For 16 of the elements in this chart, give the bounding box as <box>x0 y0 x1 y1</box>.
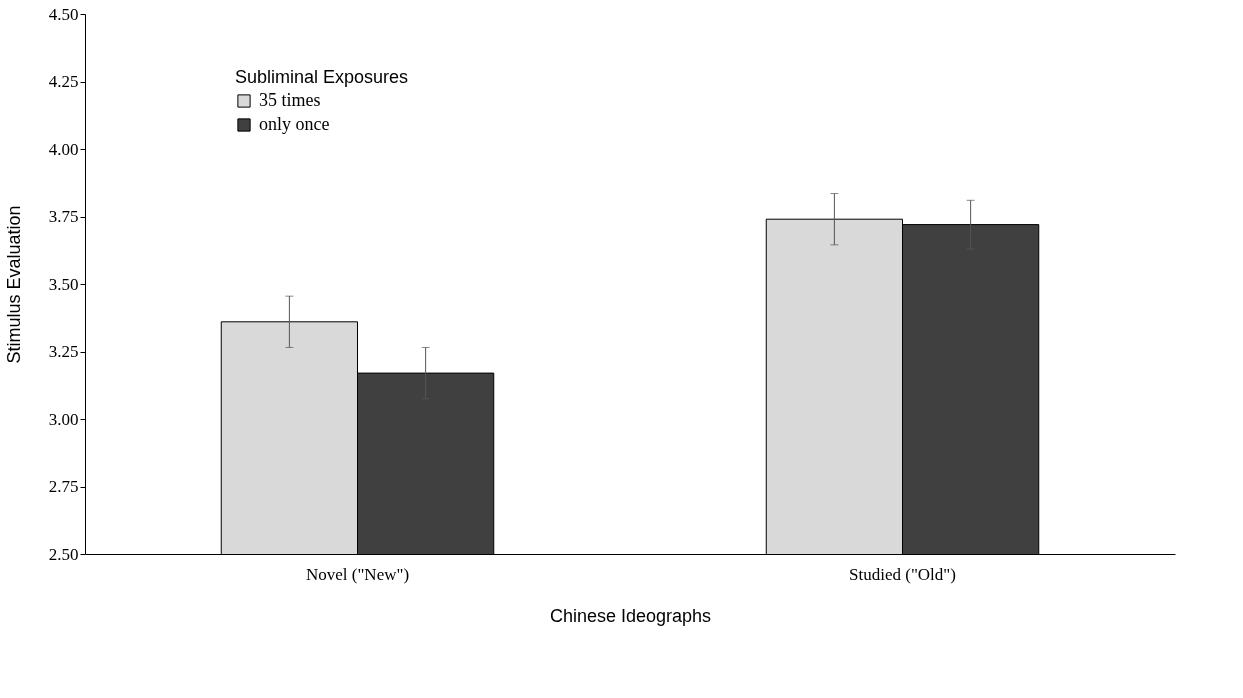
legend-label: only once <box>259 114 330 134</box>
legend-title: Subliminal Exposures <box>235 67 409 87</box>
y-tick-label: 3.25 <box>48 342 79 361</box>
y-tick-label: 3.00 <box>48 409 79 429</box>
x-tick-label: Studied ("Old") <box>849 564 956 584</box>
y-tick-label: 3.50 <box>48 274 79 294</box>
y-tick-label: 3.75 <box>48 207 79 226</box>
legend-label: 35 times <box>259 90 321 110</box>
x-tick-label: Novel ("New") <box>305 564 410 584</box>
y-tick-label: 4.50 <box>48 4 79 24</box>
y-tick-label: 4.25 <box>48 72 79 91</box>
x-axis-title: Chinese Ideographs <box>549 605 712 626</box>
y-axis-title: Stimulus Evaluation <box>3 205 24 364</box>
y-tick-label: 4.00 <box>48 139 79 159</box>
y-tick-label: 2.50 <box>48 544 79 564</box>
y-tick-label: 2.75 <box>48 477 79 496</box>
